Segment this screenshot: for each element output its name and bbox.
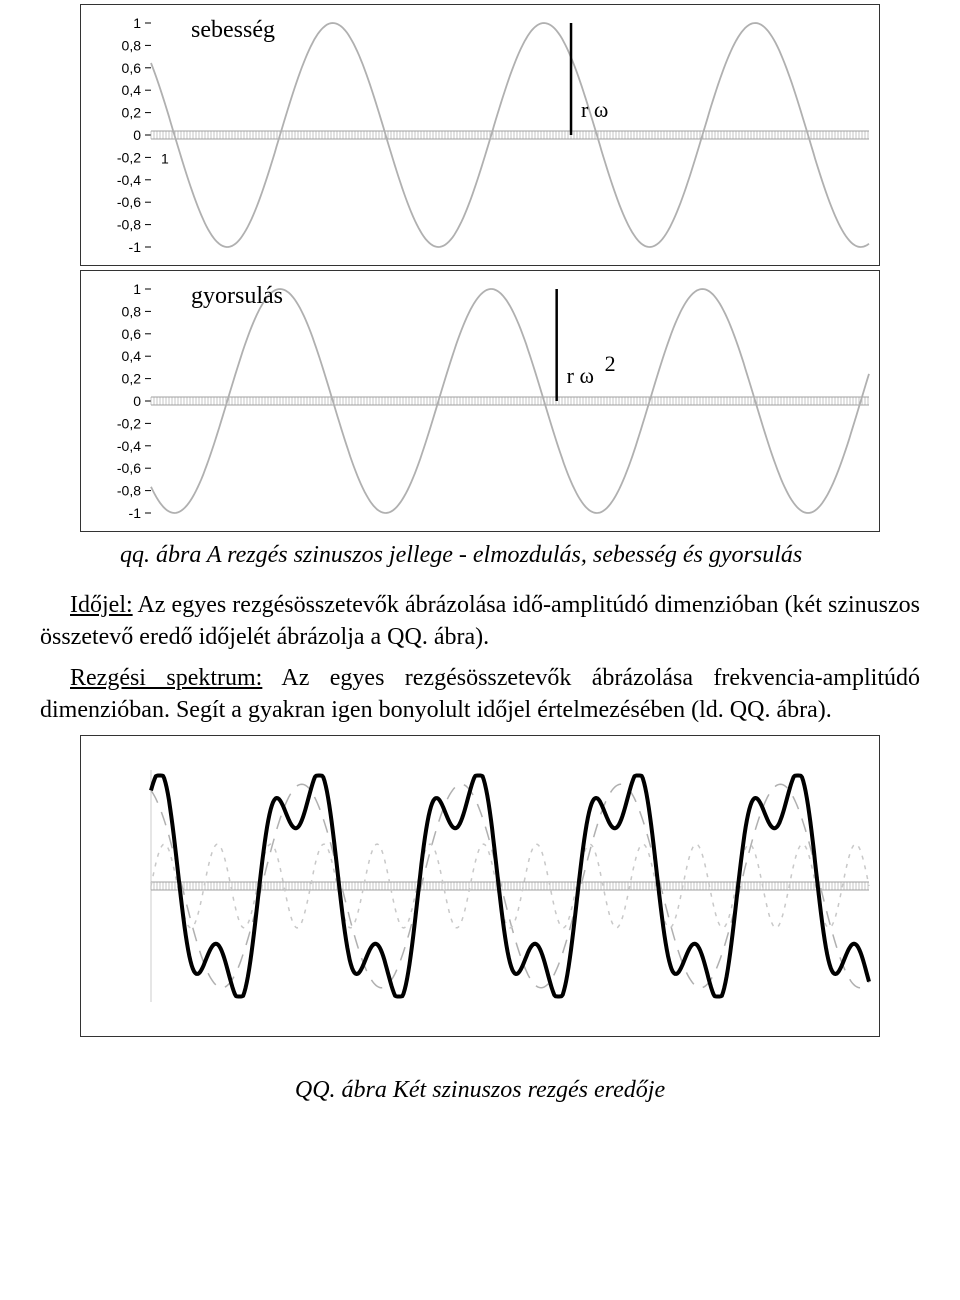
- velocity-chart: 1 0,8 0,6 0,4 0,2 0 -0,2 -0,4 -0,6 -0,8 -1 r ω sebes…: [81, 5, 879, 265]
- figure-caption-1: qq. ábra A rezgés szinuszos jellege - el…: [120, 542, 880, 569]
- svg-text:-0,2: -0,2: [117, 149, 141, 165]
- paragraph-spectrum: Rezgési spektrum: Az egyes rezgésösszete…: [40, 662, 920, 727]
- figure-caption-2: QQ. ábra Két szinuszos rezgés eredője: [20, 1077, 940, 1104]
- paragraph-time-signal: Időjel: Az egyes rezgésösszetevők ábrázo…: [40, 589, 920, 654]
- svg-text:-1: -1: [129, 505, 142, 521]
- svg-text:-0,6: -0,6: [117, 194, 141, 210]
- svg-text:-0,8: -0,8: [117, 483, 141, 499]
- svg-text:2: 2: [605, 351, 616, 376]
- svg-text:0: 0: [133, 393, 141, 409]
- svg-text:r ω: r ω: [581, 97, 608, 122]
- velocity-chart-frame: 1 0,8 0,6 0,4 0,2 0 -0,2 -0,4 -0,6 -0,8 -1 r ω sebes…: [80, 4, 880, 266]
- svg-text:-1: -1: [129, 239, 142, 255]
- svg-text:0,2: 0,2: [122, 371, 142, 387]
- acceleration-chart: 1 0,8 0,6 0,4 0,2 0 -0,2 -0,4 -0,6 -0,8 -1 r ω 2 gyor…: [81, 271, 879, 531]
- svg-text:sebesség: sebesség: [191, 17, 275, 43]
- svg-text:-0,4: -0,4: [117, 438, 141, 454]
- svg-text:gyorsulás: gyorsulás: [191, 283, 283, 309]
- acceleration-chart-frame: 1 0,8 0,6 0,4 0,2 0 -0,2 -0,4 -0,6 -0,8 -1 r ω 2 gyor…: [80, 270, 880, 532]
- svg-text:0,4: 0,4: [122, 82, 142, 98]
- svg-text:-0,2: -0,2: [117, 415, 141, 431]
- svg-text:0,8: 0,8: [122, 37, 142, 53]
- svg-text:1: 1: [161, 150, 169, 166]
- para1-lead: Időjel:: [70, 592, 133, 618]
- para2-lead: Rezgési spektrum:: [70, 665, 262, 691]
- combined-signal-chart-frame: [80, 735, 880, 1037]
- svg-text:0: 0: [133, 127, 141, 143]
- svg-text:r ω: r ω: [567, 363, 594, 388]
- svg-text:1: 1: [133, 281, 141, 297]
- svg-text:-0,8: -0,8: [117, 217, 141, 233]
- svg-text:0,8: 0,8: [122, 303, 142, 319]
- svg-text:0,2: 0,2: [122, 105, 142, 121]
- svg-text:0,6: 0,6: [122, 60, 142, 76]
- para1-rest: Az egyes rezgésösszetevők ábrázolása idő…: [40, 592, 920, 650]
- svg-text:-0,6: -0,6: [117, 460, 141, 476]
- combined-signal-chart: [81, 736, 879, 1036]
- svg-text:0,4: 0,4: [122, 348, 142, 364]
- svg-text:-0,4: -0,4: [117, 172, 141, 188]
- svg-text:0,6: 0,6: [122, 326, 142, 342]
- svg-text:1: 1: [133, 15, 141, 31]
